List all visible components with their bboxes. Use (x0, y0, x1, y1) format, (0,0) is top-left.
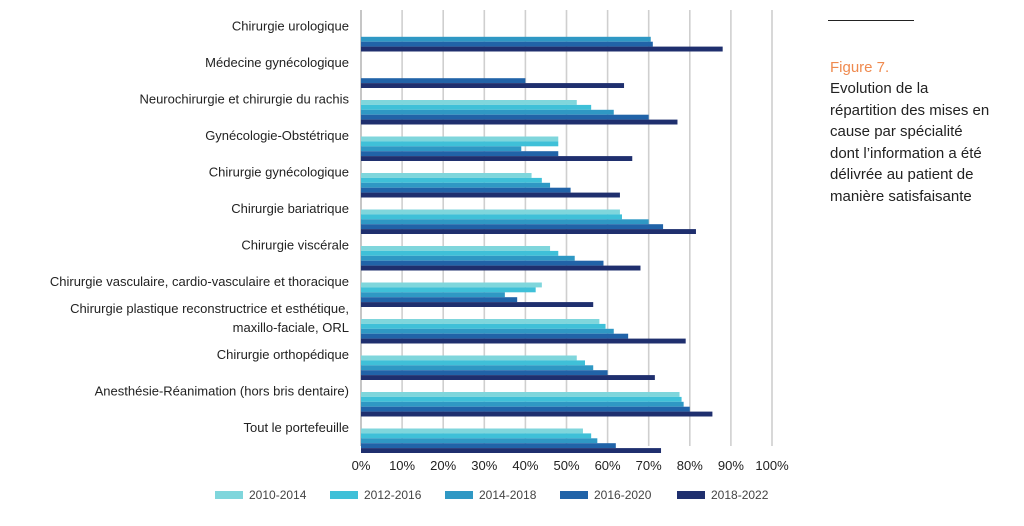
x-tick-labels: 0% 10% 20% 30% 40% 50% 60% 70% 80% 90% 100% (352, 458, 789, 473)
legend-label: 2018-2022 (711, 488, 769, 502)
category-label: Gynécologie-Obstétrique (205, 128, 349, 143)
bar (361, 323, 606, 329)
bar (361, 401, 684, 407)
category-label: Tout le portefeuille (243, 420, 349, 435)
x-tick-label: 10% (389, 458, 415, 473)
x-tick-label: 0% (352, 458, 371, 473)
bar (361, 141, 559, 147)
x-tick-label: 80% (677, 458, 703, 473)
bar (361, 319, 600, 324)
bar (361, 443, 616, 449)
bar (361, 100, 577, 105)
bar (361, 114, 649, 120)
bar (361, 287, 536, 293)
bars (361, 36, 723, 453)
legend-swatch (560, 491, 588, 499)
legend-swatch (330, 491, 358, 499)
bar (361, 229, 696, 234)
legend-label: 2012-2016 (364, 488, 422, 502)
bar (361, 448, 662, 453)
bar (361, 209, 620, 215)
bar (361, 375, 655, 380)
x-tick-label: 100% (755, 458, 789, 473)
x-tick-label: 20% (430, 458, 456, 473)
bar (361, 109, 614, 115)
legend-swatch (445, 491, 473, 499)
bar (361, 119, 678, 125)
bar (361, 146, 522, 152)
bar (361, 255, 575, 261)
bar (361, 187, 571, 193)
caption-rule (828, 20, 914, 21)
legend-swatch (215, 491, 243, 499)
bar (361, 392, 680, 397)
bar (361, 370, 608, 376)
category-label: Médecine gynécologique (205, 55, 349, 70)
category-label: Chirurgie plastique reconstructrice et e… (70, 301, 349, 335)
bar (361, 365, 594, 371)
category-label: Anesthésie-Réanimation (hors bris dentai… (95, 383, 349, 398)
figure-number: Figure 7. (830, 59, 890, 76)
category-label: Chirurgie bariatrique (231, 201, 349, 216)
x-tick-label: 50% (553, 458, 579, 473)
bar (361, 333, 629, 339)
category-label: Chirurgie orthopédique (217, 347, 349, 362)
bar (361, 83, 625, 88)
bar (361, 438, 598, 444)
legend-swatch (677, 491, 705, 499)
bar (361, 151, 559, 157)
bar (361, 104, 592, 110)
category-label: Chirurgie gynécologique (209, 164, 349, 179)
x-tick-label: 30% (471, 458, 497, 473)
bar (361, 177, 542, 183)
category-label: Chirurgie viscérale (241, 237, 349, 252)
bar (361, 156, 633, 161)
figure-caption: Evolution de la répartition des mises en… (830, 80, 990, 205)
bar (361, 46, 723, 52)
bar (361, 338, 686, 344)
category-label: Neurochirurgie et chirurgie du rachis (139, 91, 349, 106)
bar (361, 250, 559, 256)
bar (361, 302, 594, 307)
category-label: Chirurgie vasculaire, cardio-vasculaire … (50, 274, 349, 289)
legend-label: 2014-2018 (479, 488, 537, 502)
x-tick-label: 60% (595, 458, 621, 473)
bar (361, 406, 690, 412)
bar (361, 428, 583, 434)
bar-chart: Chirurgie urologique Médecine gynécologiq… (50, 10, 789, 502)
x-tick-label: 70% (636, 458, 662, 473)
x-tick-label: 90% (718, 458, 744, 473)
x-tick-label: 40% (512, 458, 538, 473)
category-labels: Chirurgie urologique Médecine gynécologiq… (50, 18, 350, 435)
bar (361, 260, 604, 266)
bar (361, 396, 682, 402)
bar (361, 219, 649, 225)
bar (361, 78, 526, 84)
bar (361, 36, 651, 42)
bar (361, 192, 620, 198)
bar (361, 328, 614, 334)
bar (361, 41, 653, 47)
legend-label: 2010-2014 (249, 488, 307, 502)
bar (361, 297, 518, 303)
bar (361, 214, 622, 220)
figure-caption-panel: Figure 7. Evolution de la répartition de… (828, 20, 1008, 207)
bar (361, 224, 664, 230)
bar (361, 292, 505, 298)
bar (361, 173, 532, 178)
bar (361, 265, 641, 271)
category-label: Chirurgie urologique (232, 18, 349, 33)
legend: 2010-2014 2012-2016 2014-2018 2016-2020 2018… (215, 488, 769, 502)
bar (361, 411, 713, 417)
bar (361, 433, 592, 439)
bar (361, 355, 577, 361)
bar (361, 360, 585, 366)
bar (361, 246, 551, 251)
bar (361, 282, 542, 288)
bar (361, 182, 551, 188)
bar (361, 136, 559, 142)
legend-label: 2016-2020 (594, 488, 652, 502)
